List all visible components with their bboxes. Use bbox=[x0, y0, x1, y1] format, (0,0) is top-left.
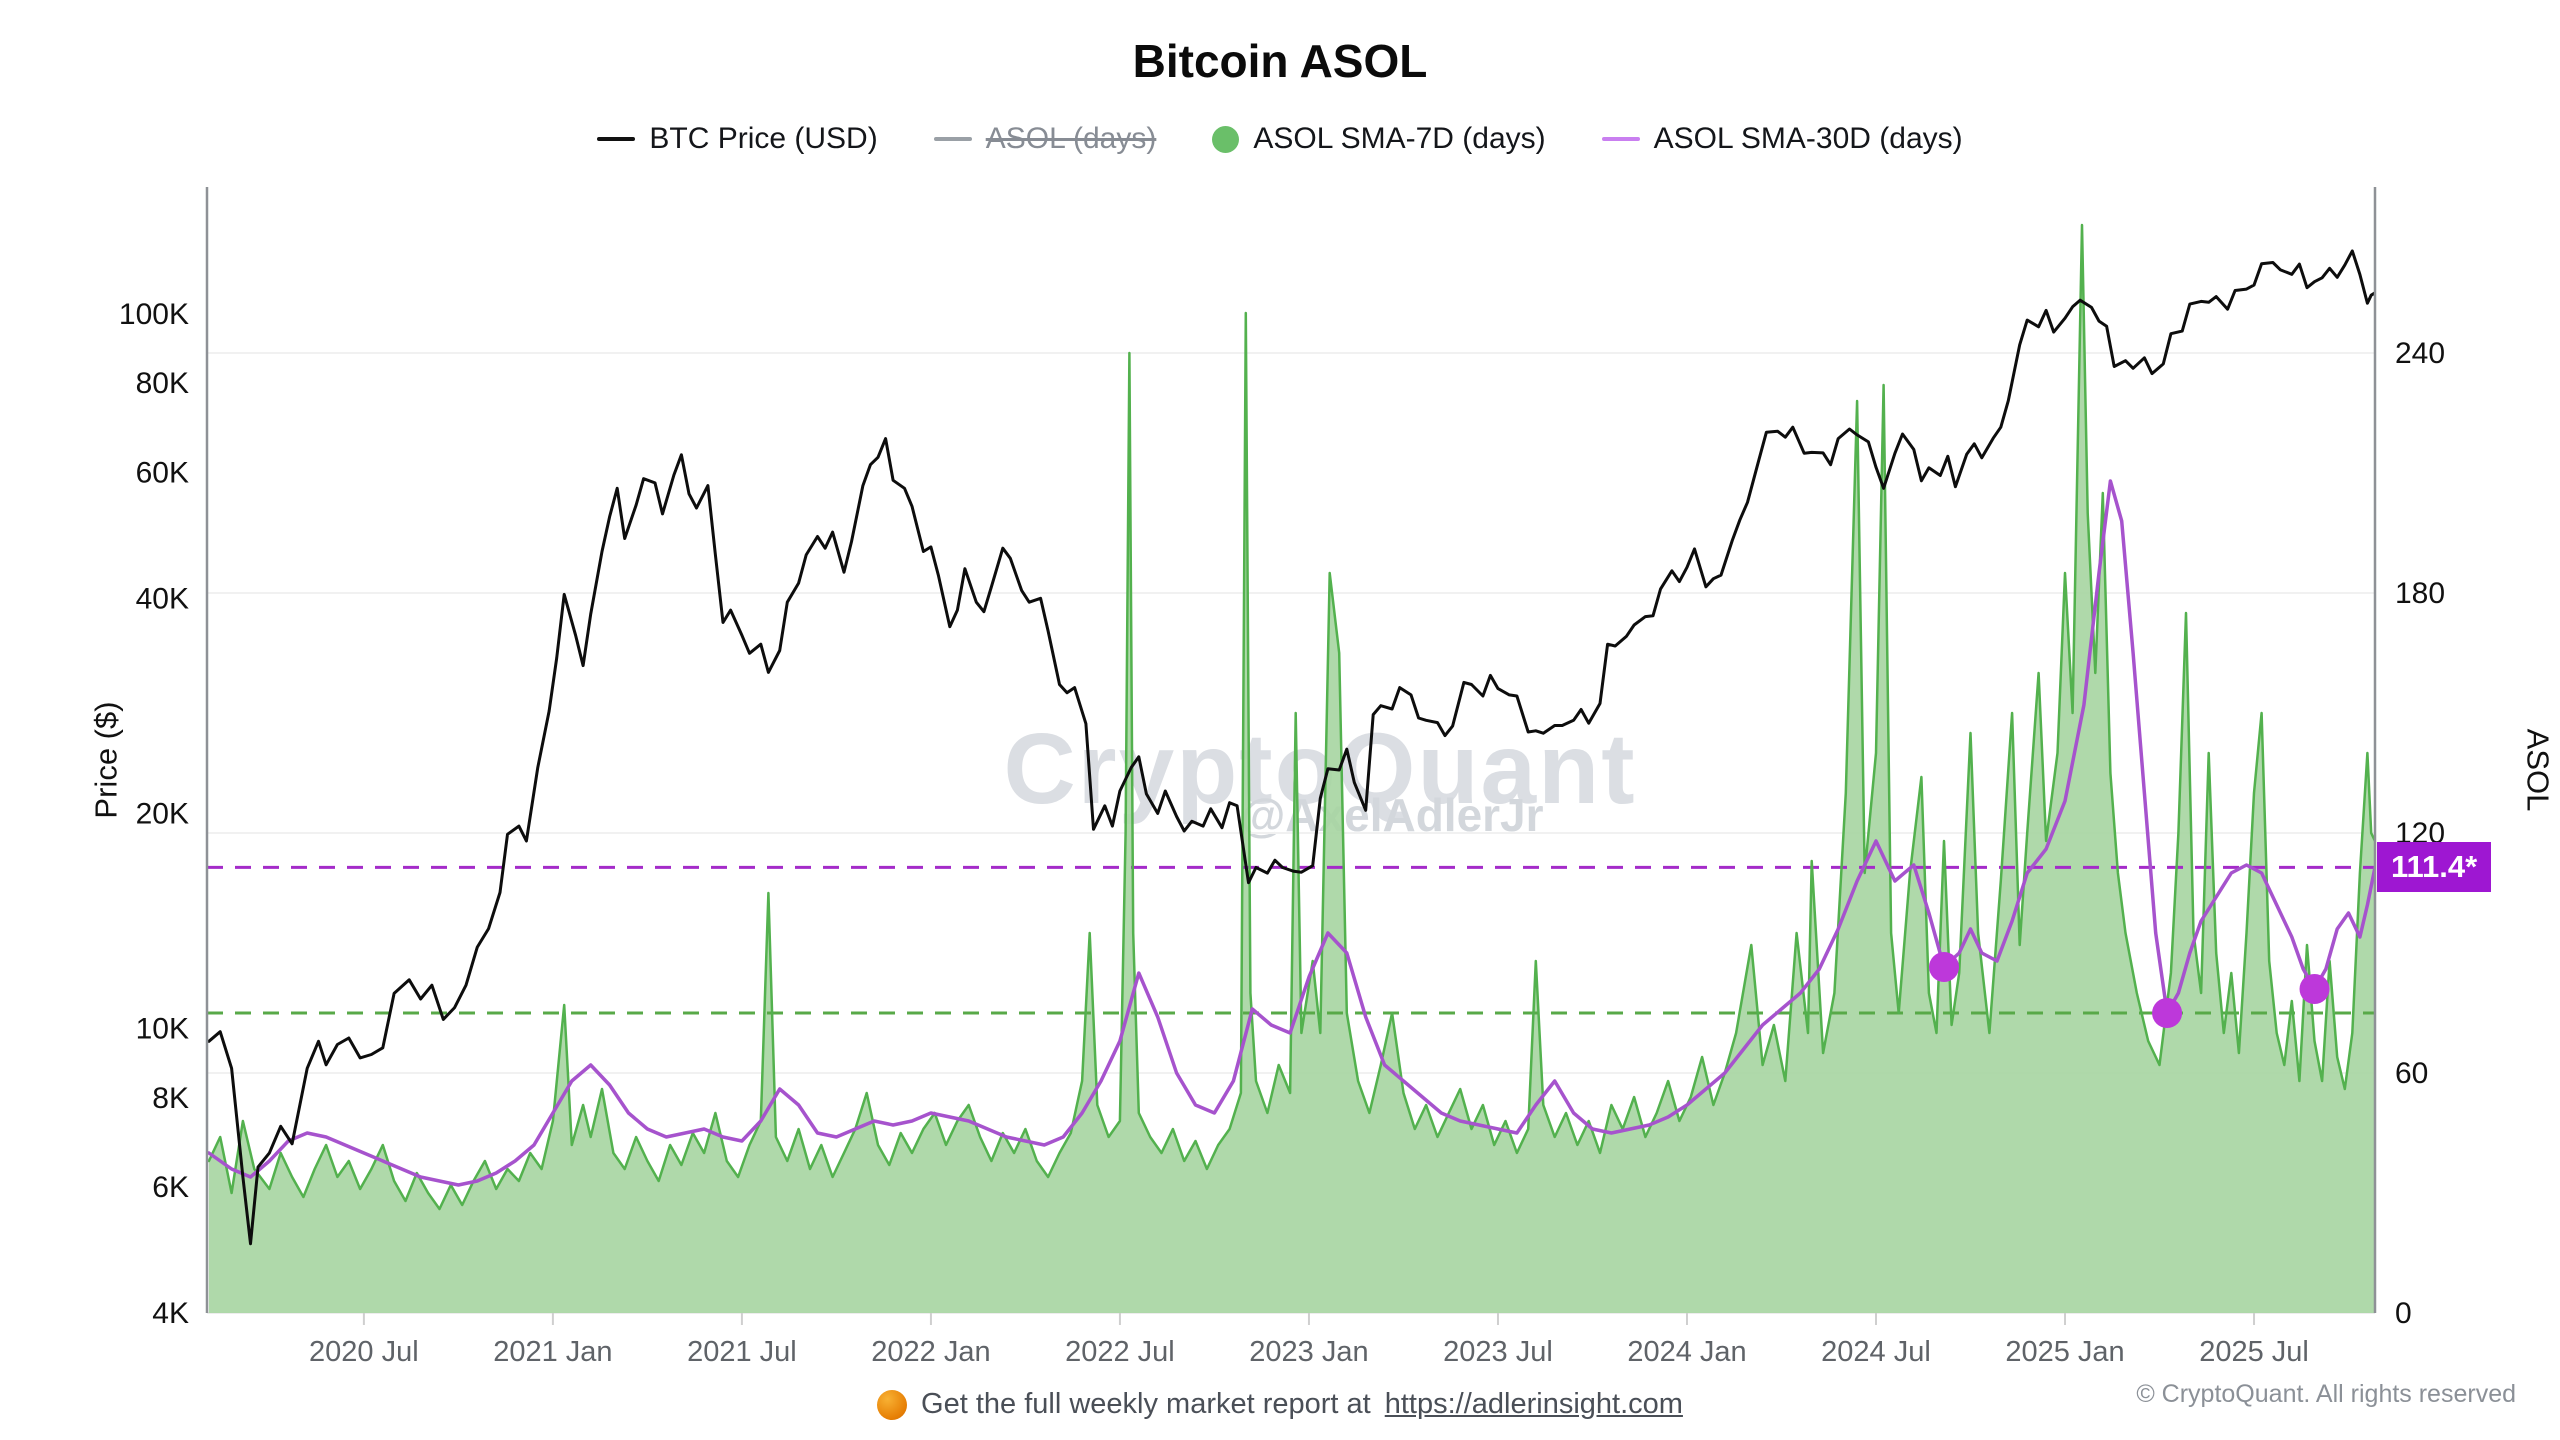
current-value-badge: 111.4* bbox=[2377, 842, 2492, 893]
legend-label: BTC Price (USD) bbox=[649, 122, 878, 155]
x-tick-label: 2023 Jan bbox=[1249, 1336, 1368, 1368]
promo-link[interactable]: https://adlerinsight.com bbox=[1384, 1388, 1683, 1420]
x-tick-label: 2022 Jan bbox=[871, 1336, 990, 1368]
legend-item-btc-price[interactable]: BTC Price (USD) bbox=[597, 122, 878, 156]
line-swatch-icon bbox=[597, 137, 636, 141]
legend-item-asol-sma7[interactable]: ASOL SMA-7D (days) bbox=[1212, 122, 1546, 156]
promo-text: Get the full weekly market report at bbox=[921, 1388, 1371, 1420]
copyright-text: © CryptoQuant. All rights reserved bbox=[2136, 1380, 2516, 1408]
x-tick-label: 2021 Jul bbox=[687, 1336, 797, 1368]
x-tick-label: 2022 Jul bbox=[1065, 1336, 1175, 1368]
y-left-tick-label: 60K bbox=[136, 456, 189, 489]
y-left-tick-label: 20K bbox=[136, 797, 189, 830]
footer-promo: Get the full weekly market report at htt… bbox=[0, 1388, 2560, 1421]
x-tick-label: 2021 Jan bbox=[493, 1336, 612, 1368]
y-left-tick-label: 6K bbox=[152, 1171, 189, 1204]
y-left-tick-label: 80K bbox=[136, 367, 189, 400]
legend-item-asol-sma30[interactable]: ASOL SMA-30D (days) bbox=[1601, 122, 1963, 156]
y-right-tick-label: 240 bbox=[2395, 337, 2445, 370]
area-fill-asol-sma-7d-days- bbox=[208, 225, 2375, 1313]
x-tick-label: 2023 Jul bbox=[1443, 1336, 1553, 1368]
line-swatch-icon bbox=[933, 137, 972, 141]
y-left-tick-label: 100K bbox=[119, 298, 189, 331]
y-right-tick-label: 180 bbox=[2395, 577, 2445, 610]
page-title: Bitcoin ASOL bbox=[1132, 35, 1428, 87]
x-tick-label: 2024 Jul bbox=[1821, 1336, 1931, 1368]
sma30-marker-dot bbox=[2299, 974, 2330, 1004]
line-swatch-icon bbox=[1601, 137, 1640, 141]
series-line-btc-price bbox=[207, 249, 2375, 1246]
x-tick-label: 2025 Jan bbox=[2005, 1336, 2124, 1368]
x-tick-label: 2020 Jul bbox=[309, 1336, 419, 1368]
y-right-tick-label: 60 bbox=[2395, 1057, 2428, 1090]
orange-circle-icon bbox=[877, 1389, 908, 1420]
x-tick-label: 2024 Jan bbox=[1627, 1336, 1746, 1368]
y-left-tick-label: 4K bbox=[152, 1297, 189, 1330]
legend-label: ASOL SMA-30D (days) bbox=[1653, 122, 1963, 155]
legend: BTC Price (USD) ASOL (days) ASOL SMA-7D … bbox=[0, 122, 2560, 156]
y-right-tick-label: 0 bbox=[2395, 1297, 2412, 1330]
series-line-asol-sma-30d-days- bbox=[207, 479, 2375, 1187]
legend-label: ASOL (days) bbox=[985, 122, 1157, 155]
x-tick-label: 2025 Jul bbox=[2199, 1336, 2309, 1368]
legend-item-asol[interactable]: ASOL (days) bbox=[933, 122, 1157, 156]
series-line-asol-sma-7d-days- bbox=[207, 223, 2375, 1211]
y-left-tick-label: 10K bbox=[136, 1013, 189, 1046]
circle-swatch-icon bbox=[1212, 125, 1240, 153]
sma30-marker-dot bbox=[1929, 952, 1960, 982]
sma30-marker-dot bbox=[2152, 998, 2183, 1028]
y-left-tick-label: 8K bbox=[152, 1082, 189, 1115]
legend-label: ASOL SMA-7D (days) bbox=[1253, 122, 1546, 155]
y-left-tick-label: 40K bbox=[136, 582, 189, 615]
